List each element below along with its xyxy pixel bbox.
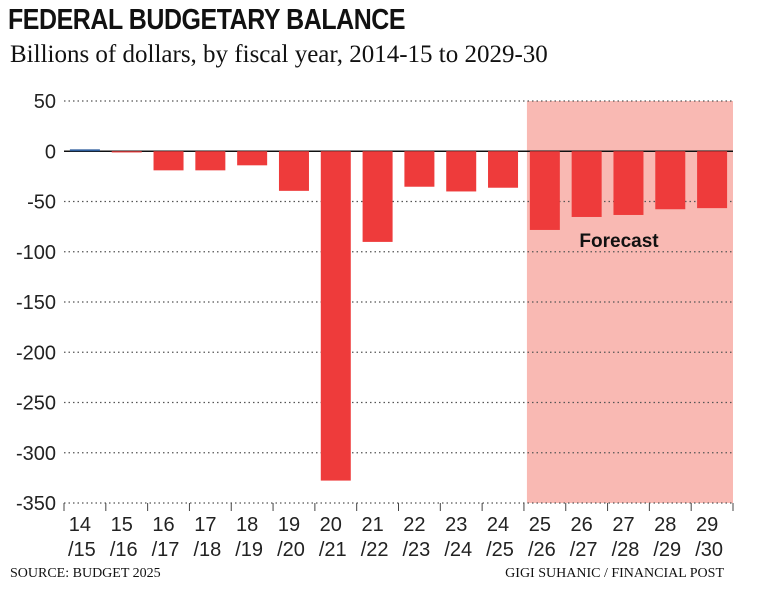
bar — [655, 151, 686, 210]
x-tick-label: /24 — [444, 539, 472, 561]
x-tick-label: /21 — [319, 539, 347, 561]
bar — [529, 151, 560, 230]
bar — [278, 151, 309, 191]
x-tick-label: /17 — [152, 539, 180, 561]
y-tick-label: -100 — [16, 242, 56, 264]
x-tick-label: /23 — [403, 539, 431, 561]
bar — [362, 151, 393, 242]
bar — [613, 151, 644, 215]
x-tick-label: /20 — [277, 539, 305, 561]
y-tick-label: -300 — [16, 443, 56, 465]
y-tick-label: 0 — [45, 141, 56, 163]
y-tick-label: 50 — [34, 91, 56, 113]
x-tick-label: /28 — [612, 539, 640, 561]
x-tick-label: 27 — [612, 514, 634, 536]
y-tick-label: -350 — [16, 493, 56, 515]
x-tick-label: 25 — [529, 514, 551, 536]
y-tick-label: -150 — [16, 292, 56, 314]
y-tick-label: -50 — [27, 192, 56, 214]
x-tick-label: 14 — [69, 514, 91, 536]
chart-title: FEDERAL BUDGETARY BALANCE — [8, 4, 406, 36]
x-tick-label: 19 — [278, 514, 300, 536]
y-tick-label: -250 — [16, 393, 56, 415]
x-tick-label: /29 — [653, 539, 681, 561]
bar — [237, 151, 268, 166]
x-tick-label: 24 — [487, 514, 509, 536]
x-tick-label: /15 — [68, 539, 96, 561]
x-tick-label: 20 — [320, 514, 342, 536]
bar — [446, 151, 477, 192]
x-tick-label: 16 — [152, 514, 174, 536]
chart-subtitle: Billions of dollars, by fiscal year, 201… — [10, 41, 548, 68]
x-tick-label: 18 — [236, 514, 258, 536]
bar — [153, 151, 184, 171]
forecast-label: Forecast — [579, 231, 659, 252]
bar — [697, 151, 728, 209]
x-tick-label: /26 — [528, 539, 556, 561]
bar — [488, 151, 519, 188]
x-tick-label: /18 — [193, 539, 221, 561]
x-tick-label: /27 — [570, 539, 598, 561]
source-note: SOURCE: BUDGET 2025 — [10, 566, 161, 581]
bar — [111, 151, 142, 153]
x-tick-label: /25 — [486, 539, 514, 561]
x-tick-label: /22 — [361, 539, 389, 561]
x-tick-label: /30 — [695, 539, 723, 561]
x-tick-label: 28 — [654, 514, 676, 536]
bar — [571, 151, 602, 217]
x-tick-label: 29 — [696, 514, 718, 536]
x-tick-label: /19 — [235, 539, 263, 561]
bar — [320, 151, 351, 481]
credit-note: GIGI SUHANIC / FINANCIAL POST — [505, 566, 724, 581]
bar — [69, 149, 100, 152]
x-tick-label: 17 — [194, 514, 216, 536]
x-tick-label: 21 — [361, 514, 383, 536]
x-tick-label: 23 — [445, 514, 467, 536]
bar — [404, 151, 435, 187]
x-tick-label: 26 — [571, 514, 593, 536]
x-tick-label: /16 — [110, 539, 138, 561]
y-tick-label: -200 — [16, 342, 56, 364]
x-tick-label: 15 — [111, 514, 133, 536]
x-tick-label: 22 — [403, 514, 425, 536]
bar — [195, 151, 226, 171]
